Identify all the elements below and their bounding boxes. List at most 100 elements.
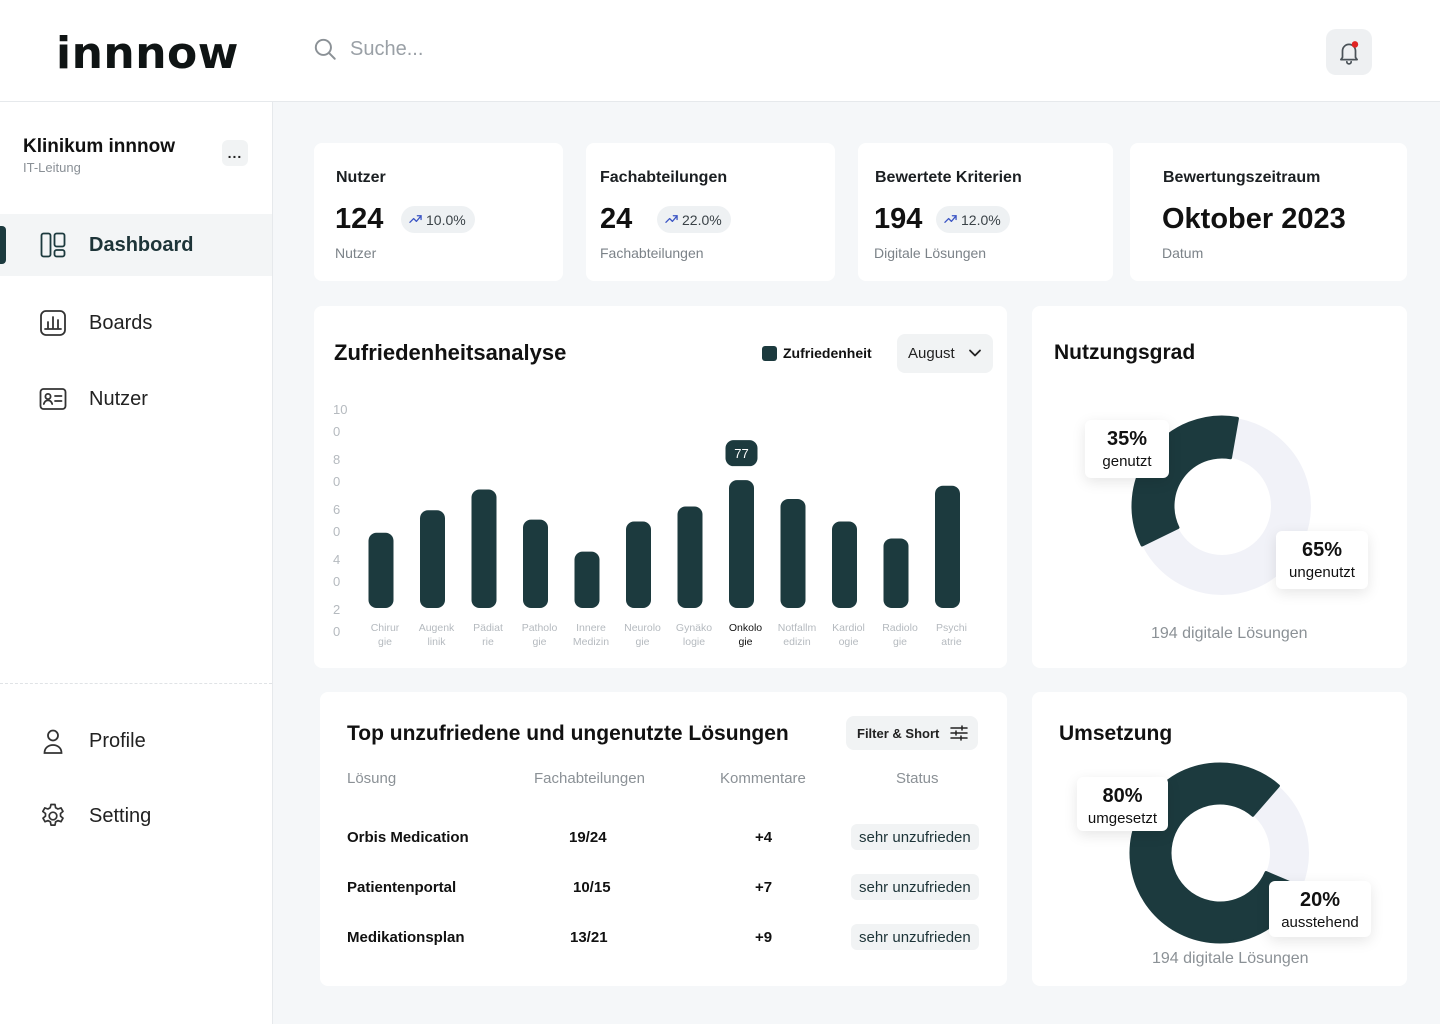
y-tick-label: 6 bbox=[333, 502, 340, 517]
stat-value: Oktober 2023 bbox=[1162, 203, 1346, 235]
x-tick-label: Neurolo bbox=[624, 622, 661, 634]
sidebar-item-dashboard[interactable]: Dashboard bbox=[0, 214, 272, 276]
chart-bar[interactable] bbox=[471, 489, 497, 608]
stat-subtitle: Digitale Lösungen bbox=[874, 245, 987, 261]
sidebar-item-nutzer[interactable]: Nutzer bbox=[0, 368, 272, 430]
search-bar[interactable] bbox=[312, 36, 750, 62]
chart-bar[interactable] bbox=[368, 532, 394, 608]
y-tick-label: 0 bbox=[333, 624, 340, 639]
row-dept: 13/21 bbox=[570, 929, 608, 946]
org-menu-button[interactable]: ... bbox=[222, 140, 248, 166]
sidebar-item-boards[interactable]: Boards bbox=[0, 292, 272, 354]
y-tick-label: 4 bbox=[333, 552, 340, 567]
sidebar: Klinikum innnow IT-Leitung ... Dashboard… bbox=[0, 102, 273, 1024]
implementation-pending-pct: 20% bbox=[1299, 889, 1341, 911]
gear-icon bbox=[41, 803, 64, 826]
x-tick-label: Augenk bbox=[419, 622, 455, 634]
legend-swatch bbox=[762, 345, 777, 361]
sidebar-item-label: Profile bbox=[89, 730, 146, 752]
row-comments: +9 bbox=[755, 929, 773, 946]
x-tick-label: gie bbox=[738, 636, 752, 648]
x-tick-label: Innere bbox=[576, 622, 606, 634]
chart-legend: Zufriedenheit bbox=[762, 345, 872, 361]
trend-value: 10.0% bbox=[426, 211, 466, 228]
chart-bar[interactable] bbox=[729, 480, 754, 608]
bell-icon bbox=[1340, 41, 1359, 65]
active-indicator bbox=[0, 226, 6, 264]
stat-title: Bewertete Kriterien bbox=[875, 169, 1022, 186]
x-tick-label: Chirur bbox=[371, 622, 400, 634]
chart-bar[interactable] bbox=[523, 519, 548, 608]
sidebar-item-label: Setting bbox=[89, 805, 152, 827]
x-tick-label: gie bbox=[532, 636, 546, 648]
table-header-loesung: Lösung bbox=[347, 770, 397, 787]
y-tick-label: 8 bbox=[333, 452, 340, 467]
x-tick-label: linik bbox=[427, 636, 446, 648]
implementation-footer: 194 digitale Lösungen bbox=[1152, 950, 1309, 967]
filter-sort-button[interactable]: Filter & Short bbox=[846, 716, 978, 750]
row-comments: +7 bbox=[755, 879, 773, 896]
stat-value: 24 bbox=[600, 203, 633, 235]
trend-badge: 10.0% bbox=[401, 206, 475, 233]
x-tick-label: Gynäko bbox=[676, 622, 712, 634]
x-tick-label: gie bbox=[635, 636, 649, 648]
x-tick-label: gie bbox=[378, 636, 392, 648]
chart-bar[interactable] bbox=[420, 510, 445, 608]
trend-up-icon bbox=[409, 215, 422, 223]
usage-used-label: 35% genutzt bbox=[1085, 420, 1169, 478]
row-dept: 19/24 bbox=[569, 829, 607, 846]
implementation-title: Umsetzung bbox=[1059, 722, 1173, 745]
x-tick-label: Onkolo bbox=[729, 622, 762, 634]
x-tick-label: Pädiat bbox=[473, 622, 503, 634]
sidebar-divider bbox=[0, 683, 272, 684]
stat-card-nutzer: Nutzer 124 10.0% Nutzer bbox=[314, 143, 563, 281]
implementation-done-text: umgesetzt bbox=[1087, 810, 1158, 827]
chart-bar[interactable] bbox=[832, 521, 857, 608]
chart-bar[interactable] bbox=[574, 551, 600, 608]
stat-card-fachabteilungen: Fachabteilungen 24 22.0% Fachabteilungen bbox=[586, 143, 835, 281]
stat-subtitle: Datum bbox=[1162, 245, 1204, 261]
trend-badge: 22.0% bbox=[657, 206, 731, 233]
sidebar-item-profile[interactable]: Profile bbox=[0, 710, 272, 772]
user-icon bbox=[43, 729, 63, 754]
chart-bar[interactable] bbox=[677, 506, 703, 608]
y-tick-label: 0 bbox=[333, 574, 340, 589]
chart-bar[interactable] bbox=[780, 498, 806, 608]
notifications-button[interactable] bbox=[1326, 29, 1372, 75]
x-tick-label: Psychi bbox=[936, 622, 967, 634]
filter-label: Filter & Short bbox=[857, 725, 940, 741]
status-badge: sehr unzufrieden bbox=[851, 824, 979, 850]
usage-title: Nutzungsgrad bbox=[1054, 341, 1196, 364]
chart-bar[interactable] bbox=[935, 485, 960, 608]
donut-segment[interactable] bbox=[1129, 762, 1304, 944]
usage-unused-pct: 65% bbox=[1301, 539, 1343, 561]
chart-bar[interactable] bbox=[883, 538, 909, 608]
y-tick-label: 0 bbox=[333, 474, 340, 489]
search-input[interactable] bbox=[350, 37, 750, 61]
usage-unused-label: 65% ungenutzt bbox=[1276, 531, 1368, 589]
x-tick-label: logie bbox=[683, 636, 705, 648]
search-icon bbox=[314, 38, 336, 60]
usage-unused-text: ungenutzt bbox=[1289, 564, 1355, 581]
sidebar-item-setting[interactable]: Setting bbox=[0, 785, 272, 847]
chart-bar[interactable] bbox=[626, 521, 651, 608]
dashboard-icon bbox=[40, 232, 66, 258]
row-solution: Patientenportal bbox=[347, 879, 457, 896]
stat-subtitle: Nutzer bbox=[335, 245, 377, 261]
bar-tooltip-value: 77 bbox=[734, 446, 748, 461]
month-select[interactable]: August bbox=[897, 334, 993, 373]
satisfaction-bar-chart: 10 0 8 0 6 0 4 0 2 0 Chirur gie Augenk linik Pädiat rie… bbox=[333, 402, 967, 648]
y-tick-label: 0 bbox=[333, 424, 340, 439]
app-logo[interactable]: innnow bbox=[56, 28, 239, 79]
x-tick-label: atrie bbox=[941, 636, 962, 648]
y-tick-label: 2 bbox=[333, 602, 340, 617]
sliders-icon bbox=[950, 725, 968, 741]
trend-up-icon bbox=[665, 215, 678, 223]
implementation-done-pct: 80% bbox=[1102, 785, 1143, 807]
row-solution: Medikationsplan bbox=[347, 929, 465, 946]
sidebar-item-label: Dashboard bbox=[89, 234, 194, 256]
table-header-fachabteilungen: Fachabteilungen bbox=[534, 770, 645, 787]
month-select-value: August bbox=[908, 345, 955, 362]
stat-title: Fachabteilungen bbox=[600, 169, 728, 186]
satisfaction-title: Zufriedenheitsanalyse bbox=[334, 340, 567, 365]
